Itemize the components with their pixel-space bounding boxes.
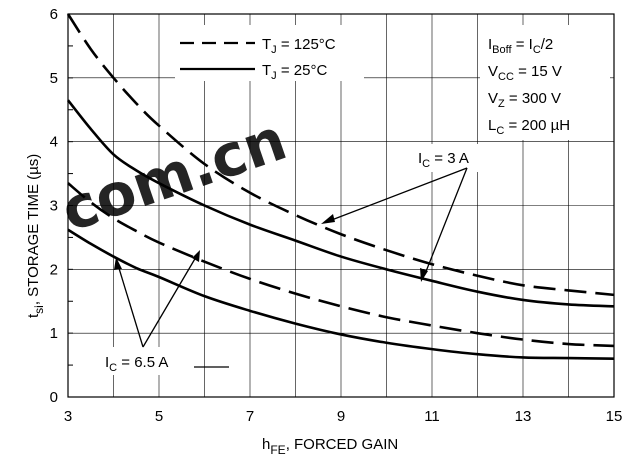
x-tick-label: 5 — [155, 408, 163, 425]
x-axis-title: hFE, FORCED GAIN — [262, 436, 398, 457]
series-line-1 — [66, 99, 615, 308]
condition-lc: LC = 200 µH — [488, 117, 570, 137]
arrow-65a-right — [142, 250, 200, 348]
condition-vz: VZ = 300 V — [488, 90, 561, 110]
y-tick-label: 3 — [50, 198, 58, 215]
tick-labels: 3 5 7 9 11 13 15 0 1 2 3 4 5 6 — [50, 6, 623, 425]
curves — [66, 13, 615, 360]
y-tick-label: 4 — [50, 134, 58, 151]
arrow-3a-right — [420, 167, 468, 282]
arrow-3a-left — [321, 167, 468, 224]
x-tick-label: 3 — [64, 408, 72, 425]
series-line-0 — [66, 13, 615, 297]
arrow-65a-left — [114, 257, 144, 348]
y-tick-label: 2 — [50, 261, 58, 278]
annotation-ic-3a: IC = 3 A — [418, 150, 469, 170]
condition-iboff: IBoff = IC/2 — [488, 36, 553, 56]
annotation-3a-bg — [410, 144, 500, 172]
y-tick-label: 0 — [50, 389, 58, 406]
x-tick-label: 7 — [246, 408, 254, 425]
legend-label-25: TJ = 25°C — [262, 62, 327, 82]
plot-frame — [67, 13, 615, 398]
x-tick-label: 9 — [337, 408, 345, 425]
y-axis-title: tsi, STORAGE TIME (µs) — [25, 154, 46, 318]
legend-box — [175, 25, 364, 81]
y-tick-label: 6 — [50, 6, 58, 23]
y-tick-label: 1 — [50, 325, 58, 342]
condition-vcc: VCC = 15 V — [488, 63, 562, 83]
series-line-2 — [67, 182, 615, 348]
x-tick-label: 13 — [515, 408, 532, 425]
x-tick-label: 15 — [606, 408, 623, 425]
series-line-3 — [67, 228, 615, 360]
y-tick-label: 5 — [50, 70, 58, 87]
conditions-box — [480, 25, 610, 140]
x-tick-label: 11 — [424, 408, 440, 425]
annotation-65a-bg — [98, 347, 196, 375]
annotation-ic-65a: IC = 6.5 A — [105, 354, 168, 374]
legend-label-125: TJ = 125°C — [262, 36, 336, 56]
